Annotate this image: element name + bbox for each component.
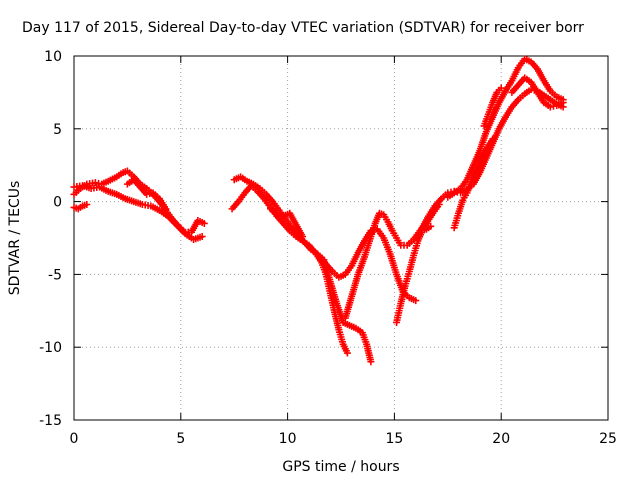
x-tick-label: 25	[599, 431, 617, 447]
series-points	[123, 176, 170, 213]
data-points	[70, 55, 567, 366]
x-tick-label: 20	[492, 431, 510, 447]
series-points	[267, 205, 307, 241]
series-points	[444, 55, 567, 201]
x-tick-label: 0	[70, 431, 79, 447]
series-points	[480, 84, 505, 130]
x-tick-label: 10	[279, 431, 297, 447]
y-tick-label: -10	[39, 340, 62, 356]
data-point-marker	[427, 222, 435, 230]
series-points	[393, 222, 435, 326]
y-tick-label: 10	[44, 49, 62, 65]
data-point-marker	[497, 84, 505, 92]
data-point-marker	[200, 219, 208, 227]
y-tick-labels: 10 5 0 -5 -10 -15	[39, 49, 62, 429]
data-point-marker	[559, 99, 567, 107]
series-points	[450, 135, 497, 232]
y-tick-label: -15	[39, 413, 62, 429]
data-point-marker	[343, 349, 351, 357]
plot-frame	[73, 55, 609, 421]
series-points	[230, 173, 375, 366]
data-point-marker	[412, 297, 420, 305]
chart-title: Day 117 of 2015, Sidereal Day-to-day VTE…	[22, 20, 584, 36]
data-point-marker	[198, 233, 206, 241]
y-tick-label: 0	[53, 195, 62, 211]
series-points	[70, 201, 91, 213]
x-tick-label: 5	[176, 431, 185, 447]
x-tick-labels: 0 5 10 15 20 25	[70, 431, 617, 447]
data-point-marker	[489, 135, 497, 143]
x-tick-label: 15	[385, 431, 403, 447]
data-point-marker	[299, 233, 307, 241]
y-tick-label: -5	[48, 267, 62, 283]
data-point-marker	[367, 358, 375, 366]
x-axis-label: GPS time / hours	[282, 459, 399, 475]
grid	[74, 56, 608, 420]
series-points	[70, 182, 206, 243]
series-points	[341, 201, 443, 322]
y-tick-label: 5	[53, 122, 62, 138]
data-point-marker	[162, 205, 170, 213]
axis-ticks	[73, 55, 609, 421]
data-point-marker	[83, 201, 91, 209]
y-axis-label: SDTVAR / TECUs	[7, 181, 23, 296]
series-points	[508, 74, 567, 111]
